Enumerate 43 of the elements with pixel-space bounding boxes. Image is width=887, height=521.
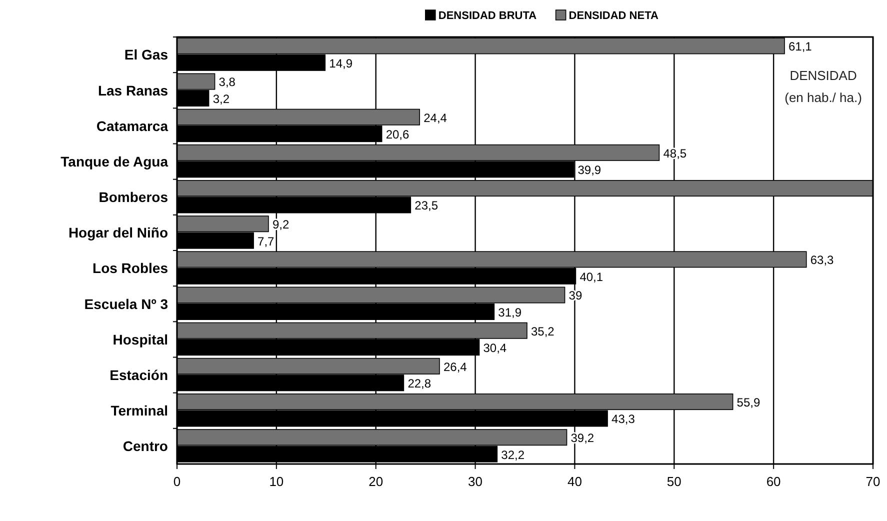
x-tick-label: 20 (368, 474, 384, 489)
y-tick-label: Estación (110, 366, 168, 383)
data-label: 20,6 (386, 128, 410, 142)
x-tick-label: 50 (666, 474, 682, 489)
y-tick-label: Las Ranas (98, 82, 168, 98)
data-label: 35,2 (530, 324, 555, 338)
data-label: 40,1 (580, 270, 604, 284)
data-label: 26,4 (443, 360, 468, 374)
x-tick-label: 30 (468, 474, 483, 489)
data-label: 63,3 (810, 253, 834, 268)
legend-label: DENSIDAD NETA (568, 10, 658, 22)
y-tick-label: Centro (122, 438, 168, 454)
annotation: (en hab./ ha.) (784, 90, 862, 105)
data-label: 31,9 (498, 305, 522, 320)
data-label: 39,9 (578, 163, 602, 178)
data-label: 22,8 (408, 376, 432, 391)
data-label: 32,2 (501, 448, 525, 462)
y-tick-label: Hogar del Niño (68, 224, 168, 241)
x-tick-label: 40 (567, 474, 582, 489)
data-label: 3,8 (218, 75, 236, 90)
x-tick-label: 70 (866, 474, 880, 489)
y-tick-label: Terminal (110, 402, 168, 419)
y-tick-label: Tanque de Agua (60, 153, 168, 170)
x-tick-label: 0 (173, 474, 181, 489)
data-label: 61,1 (788, 40, 812, 54)
y-tick-label: Catamarca (96, 118, 168, 134)
data-label: 55,9 (736, 395, 760, 410)
y-tick-label: Los Robles (92, 260, 168, 276)
x-tick-label: 60 (766, 474, 781, 489)
y-tick-label: Escuela Nº 3 (84, 296, 168, 312)
data-label: 14,9 (329, 56, 353, 70)
data-label: 3,2 (212, 92, 230, 106)
data-label: 7,7 (258, 234, 275, 248)
data-label: 43,3 (612, 412, 636, 426)
data-label: 24,4 (424, 110, 448, 125)
annotation: DENSIDAD (790, 68, 857, 83)
data-label: 30,4 (483, 341, 507, 356)
legend-label: DENSIDAD BRUTA (438, 10, 537, 22)
y-tick-label: El Gas (124, 46, 168, 63)
x-tick-label: 10 (269, 474, 284, 489)
data-label: 23,5 (414, 198, 438, 213)
y-tick-label: Hospital (112, 331, 168, 348)
y-tick-label: Bomberos (98, 189, 168, 206)
